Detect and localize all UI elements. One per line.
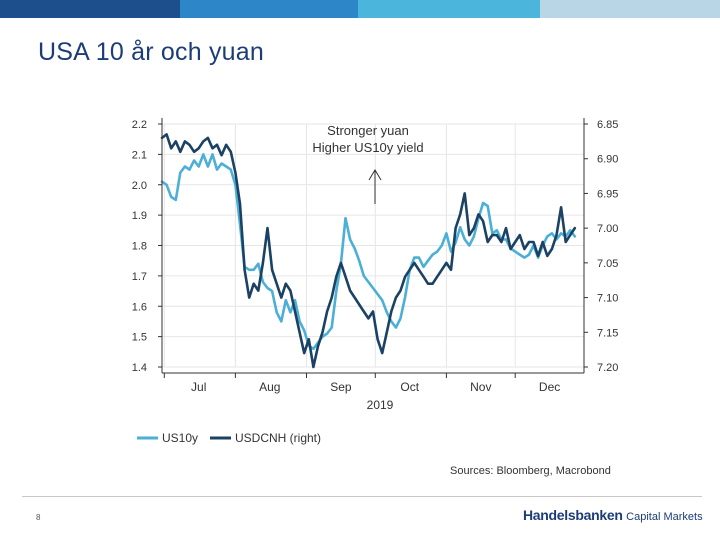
x-tick-label: Oct <box>400 380 419 394</box>
x-tick-label: Sep <box>330 380 352 394</box>
y-right-tick-label: 7.20 <box>597 362 618 374</box>
y-right-tick-label: 7.05 <box>597 258 618 270</box>
legend-label-us10y: US10y <box>162 431 198 445</box>
y-left-tick-label: 1.8 <box>132 241 147 253</box>
source-note: Sources: Bloomberg, Macrobond <box>450 465 611 477</box>
y-right-tick-label: 7.15 <box>597 327 618 339</box>
x-tick-label: Jul <box>191 380 206 394</box>
y-left-tick-label: 2.1 <box>132 149 147 161</box>
series-line-usdcnh <box>160 133 577 369</box>
x-tick-label: Nov <box>470 380 491 394</box>
page-number: 8 <box>36 513 41 522</box>
slide-title: USA 10 år och yuan <box>38 38 264 66</box>
series-line-us10y <box>160 153 577 351</box>
y-right-tick-label: 7.10 <box>597 293 618 305</box>
top-bar-segment-1 <box>0 0 180 18</box>
y-left-tick-label: 1.9 <box>132 210 147 222</box>
y-right-tick-label: 6.95 <box>597 188 618 200</box>
y-left-tick-label: 2.0 <box>132 180 147 192</box>
legend-label-usdcnh: USDCNH (right) <box>235 431 321 445</box>
annotation-line2: Higher US10y yield <box>312 140 423 155</box>
annotation-line1: Stronger yuan <box>327 123 409 138</box>
chart-series <box>160 133 577 369</box>
top-bar-segment-2 <box>180 0 358 18</box>
y-right-tick-label: 6.85 <box>597 119 618 131</box>
brand-logo: Handelsbanken Capital Markets <box>523 507 703 523</box>
y-left-tick-label: 1.5 <box>132 332 147 344</box>
chart-grid <box>162 123 584 368</box>
y-right-tick-label: 7.00 <box>597 223 618 235</box>
top-bar-segment-3 <box>358 0 540 18</box>
annotation-arrow <box>368 169 382 204</box>
brand-name: Handelsbanken <box>523 507 623 523</box>
x-tick-label: Dec <box>539 380 560 394</box>
x-axis-label: 2019 <box>367 398 394 412</box>
top-bar-segment-4 <box>540 0 720 18</box>
top-color-bar <box>0 0 720 18</box>
y-left-tick-label: 1.4 <box>132 362 147 374</box>
chart-axes: 2.2 2.1 2.0 1.9 1.8 1.7 1.6 1.5 1.4 6.85 6.90 6.95 7… <box>132 118 618 394</box>
footer-divider <box>22 496 702 497</box>
y-left-tick-label: 1.7 <box>132 271 147 283</box>
y-left-tick-label: 2.2 <box>132 119 147 131</box>
brand-subtitle: Capital Markets <box>626 511 703 523</box>
y-left-tick-label: 1.6 <box>132 301 147 313</box>
y-right-tick-label: 6.90 <box>597 154 618 166</box>
legend: US10y USDCNH (right) <box>137 431 321 445</box>
x-tick-label: Aug <box>259 380 280 394</box>
